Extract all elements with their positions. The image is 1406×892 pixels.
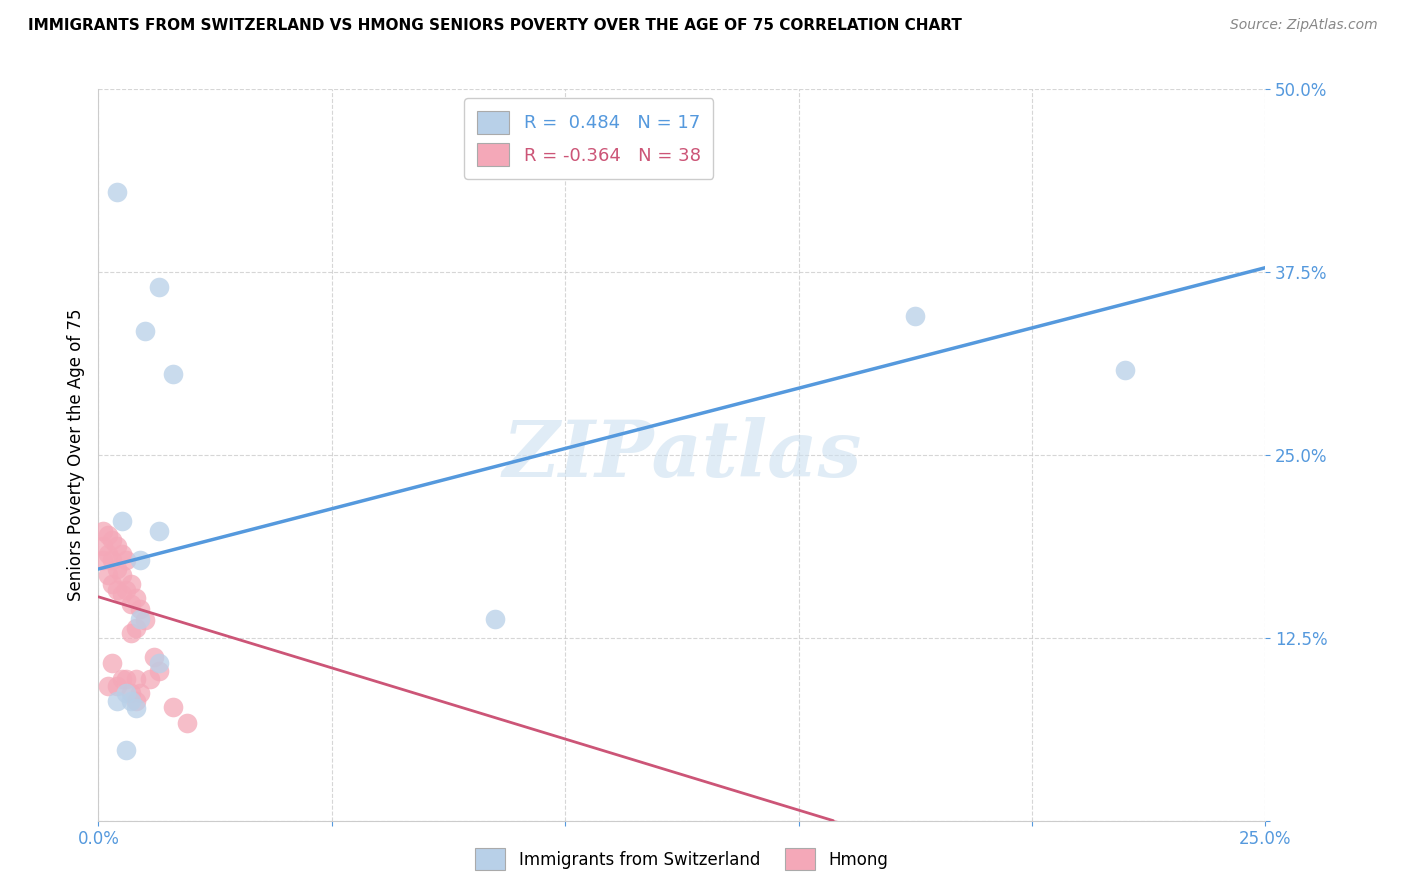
Point: [115, 553, 138, 567]
Point: [148, 279, 170, 293]
Point: [125, 591, 148, 606]
Point: [115, 686, 138, 700]
Point: [111, 567, 134, 582]
Point: [162, 368, 184, 382]
Point: [111, 514, 134, 528]
Point: [129, 686, 152, 700]
Point: [105, 694, 128, 708]
Point: [120, 597, 142, 611]
Point: [115, 582, 138, 597]
Point: [134, 613, 156, 627]
Point: [125, 672, 148, 686]
Point: [120, 576, 142, 591]
Point: [101, 553, 124, 567]
Point: [97, 679, 120, 693]
Point: [105, 582, 128, 597]
Point: [125, 621, 148, 635]
Point: [1114, 363, 1136, 377]
Point: [120, 686, 142, 700]
Text: Source: ZipAtlas.com: Source: ZipAtlas.com: [1230, 18, 1378, 32]
Point: [97, 548, 120, 562]
Point: [129, 553, 152, 567]
Point: [134, 324, 156, 338]
Point: [91, 539, 114, 553]
Point: [105, 185, 128, 199]
Point: [125, 701, 148, 715]
Point: [148, 665, 170, 679]
Point: [111, 672, 134, 686]
Point: [129, 601, 152, 615]
Point: [111, 587, 134, 601]
Point: [97, 567, 120, 582]
Point: [115, 672, 138, 686]
Point: [101, 576, 124, 591]
Point: [484, 612, 506, 626]
Point: [904, 309, 927, 323]
Point: [105, 679, 128, 693]
Point: [139, 672, 162, 686]
Point: [105, 539, 128, 553]
Point: [125, 694, 148, 708]
Text: IMMIGRANTS FROM SWITZERLAND VS HMONG SENIORS POVERTY OVER THE AGE OF 75 CORRELAT: IMMIGRANTS FROM SWITZERLAND VS HMONG SEN…: [28, 18, 962, 33]
Point: [97, 528, 120, 542]
Point: [162, 699, 184, 714]
Point: [120, 626, 142, 640]
Point: [111, 548, 134, 562]
Point: [176, 715, 198, 730]
Point: [101, 533, 124, 547]
Point: [120, 694, 142, 708]
Point: [91, 524, 114, 538]
Point: [101, 656, 124, 670]
Legend: Immigrants from Switzerland, Hmong: Immigrants from Switzerland, Hmong: [467, 840, 897, 878]
Text: ZIPatlas: ZIPatlas: [502, 417, 862, 493]
Point: [148, 656, 170, 670]
Point: [129, 612, 152, 626]
Point: [91, 553, 114, 567]
Y-axis label: Seniors Poverty Over the Age of 75: Seniors Poverty Over the Age of 75: [66, 309, 84, 601]
Point: [143, 649, 166, 664]
Point: [105, 562, 128, 576]
Point: [115, 743, 138, 757]
Point: [148, 524, 170, 538]
